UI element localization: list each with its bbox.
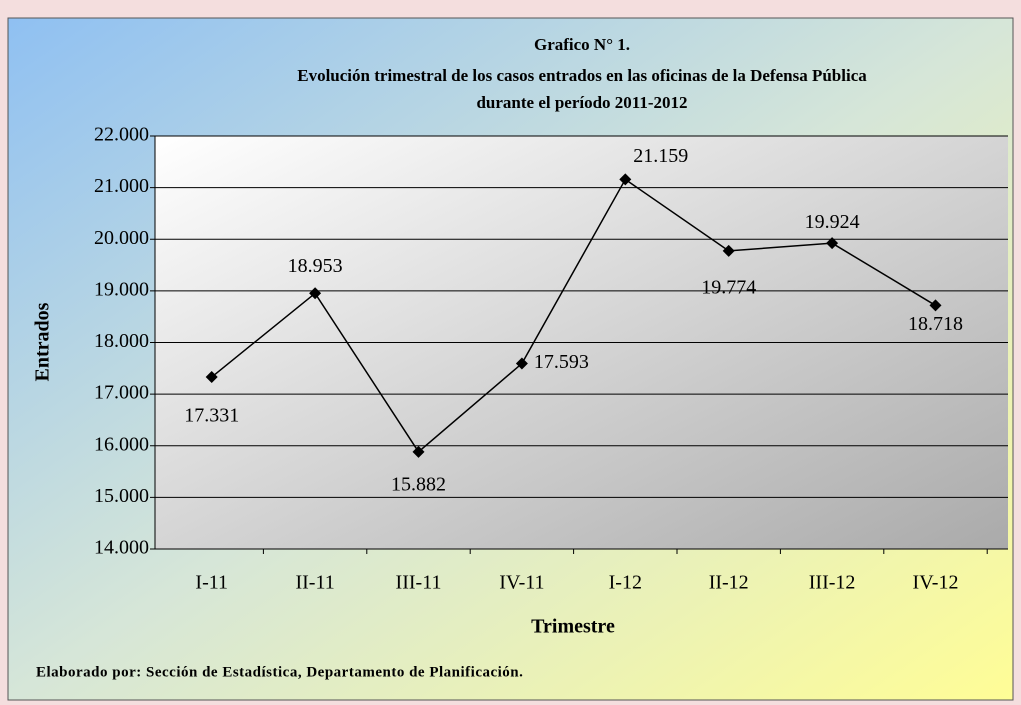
footnote: Elaborado por: Sección de Estadística, D… — [36, 664, 523, 680]
data-label: 21.159 — [633, 145, 688, 167]
y-tick-label: 14.000 — [94, 537, 149, 559]
chart-title: Evolución trimestral de los casos entrad… — [297, 66, 867, 85]
marker — [412, 445, 425, 458]
x-tick-label: III-11 — [396, 572, 442, 594]
x-tick-label: II-12 — [709, 572, 749, 594]
x-tick-label: I-11 — [195, 572, 228, 594]
y-tick-label: 19.000 — [94, 278, 149, 300]
y-tick-label: 21.000 — [94, 175, 149, 197]
y-tick-label: 20.000 — [94, 227, 149, 249]
marker — [619, 173, 632, 186]
data-label: 19.924 — [805, 211, 860, 233]
x-tick-label: III-12 — [809, 572, 856, 594]
marker — [205, 371, 218, 384]
y-tick-label: 15.000 — [94, 485, 149, 507]
y-tick-label: 22.000 — [94, 124, 149, 146]
marker — [826, 237, 839, 250]
data-label: 19.774 — [701, 277, 756, 299]
data-label: 18.718 — [908, 313, 963, 335]
data-label: 18.953 — [288, 255, 343, 277]
data-label: 17.331 — [184, 405, 239, 427]
x-tick-label: IV-11 — [499, 572, 544, 594]
x-tick-label: I-12 — [609, 572, 642, 594]
marker — [309, 287, 322, 300]
x-axis-label: Trimestre — [531, 616, 615, 638]
x-tick-label: II-11 — [295, 572, 334, 594]
chart-title: durante el período 2011-2012 — [476, 93, 687, 112]
y-tick-label: 18.000 — [94, 330, 149, 352]
x-tick-label: IV-12 — [913, 572, 959, 594]
marker — [515, 357, 528, 370]
chart-title: Grafico N° 1. — [534, 35, 630, 54]
y-axis-label: Entrados — [32, 302, 54, 381]
line — [211, 178, 936, 453]
y-tick-label: 16.000 — [94, 433, 149, 455]
data-label: 17.593 — [534, 351, 589, 373]
data-label: 15.882 — [391, 473, 446, 495]
y-tick-label: 17.000 — [94, 382, 149, 404]
marker — [929, 299, 942, 312]
marker — [722, 244, 735, 257]
